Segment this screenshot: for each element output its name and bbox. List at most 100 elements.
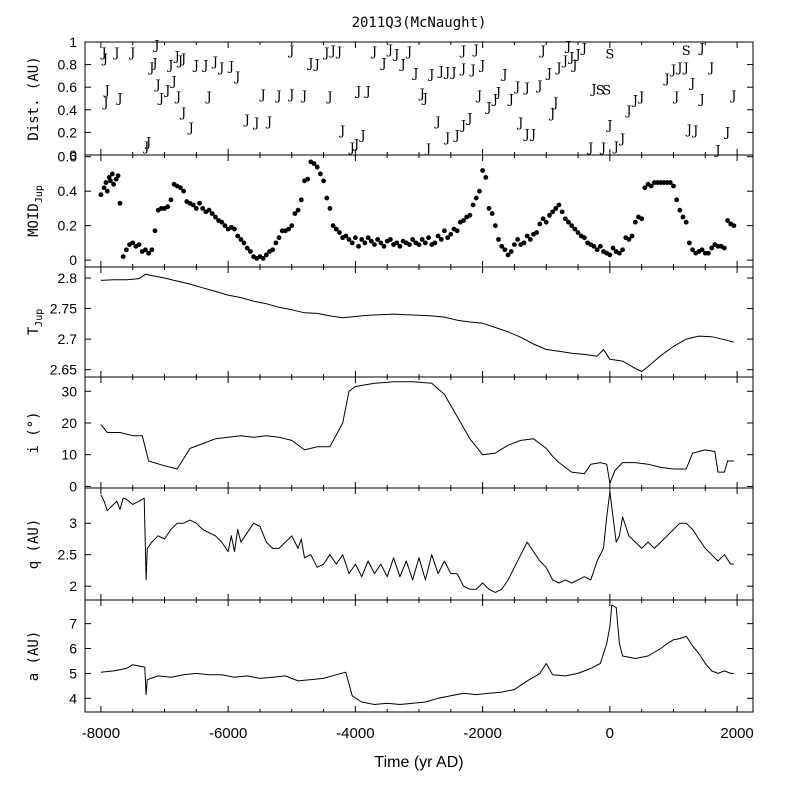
data-point <box>594 247 600 253</box>
data-point <box>562 216 568 222</box>
jupiter-encounter-mark: J <box>729 89 736 104</box>
y-tick-label: 7 <box>69 616 77 632</box>
jupiter-encounter-mark: J <box>405 45 412 60</box>
x-tick-label: -6000 <box>209 725 247 742</box>
data-point <box>582 235 587 241</box>
data-point <box>311 161 317 167</box>
jupiter-encounter-mark: J <box>516 116 523 131</box>
jupiter-encounter-mark: J <box>154 78 161 93</box>
y-tick-label: 0 <box>69 252 77 268</box>
data-point <box>349 240 355 246</box>
data-point <box>648 183 654 189</box>
data-point <box>690 247 695 253</box>
data-point <box>553 206 559 211</box>
jupiter-encounter-mark: J <box>338 124 345 139</box>
data-point <box>209 211 215 216</box>
jupiter-encounter-mark: J <box>551 96 558 111</box>
y-tick-label: 20 <box>61 415 77 431</box>
jupiter-encounter-mark: J <box>192 59 199 74</box>
jupiter-encounter-mark: J <box>427 68 434 83</box>
data-point <box>109 171 115 177</box>
jupiter-encounter-mark: J <box>433 115 440 130</box>
data-point <box>556 202 562 208</box>
jupiter-encounter-mark: J <box>274 89 281 104</box>
x-axis-label: Time (yr AD) <box>374 754 463 771</box>
data-point <box>248 249 253 254</box>
data-point <box>435 233 441 239</box>
jupiter-encounter-mark: J <box>252 116 259 131</box>
data-point <box>270 247 276 253</box>
jupiter-encounter-mark: J <box>142 140 149 155</box>
jupiter-encounter-mark: J <box>313 57 320 72</box>
jupiter-encounter-mark: J <box>99 46 106 61</box>
data-point <box>295 207 301 213</box>
jupiter-encounter-mark: J <box>459 44 466 59</box>
y-axis-label-a: a (AU) <box>26 631 42 682</box>
data-point <box>136 242 142 248</box>
x-tick-label: -2000 <box>463 725 501 742</box>
jupiter-encounter-mark: J <box>564 39 571 54</box>
data-point <box>709 245 715 251</box>
data-point <box>197 200 202 206</box>
data-point <box>123 247 129 253</box>
data-point <box>706 250 711 256</box>
data-point <box>289 223 295 229</box>
data-point <box>165 204 171 210</box>
jupiter-encounter-mark: J <box>529 128 536 143</box>
data-point <box>454 228 460 234</box>
panel-frame <box>84 154 754 268</box>
jupiter-encounter-mark: J <box>500 68 507 83</box>
jupiter-encounter-mark: J <box>697 42 704 57</box>
jupiter-encounter-mark: J <box>443 131 450 146</box>
data-point <box>725 218 730 223</box>
data-point <box>235 233 241 239</box>
data-point <box>721 245 727 251</box>
y-tick-label: 2.65 <box>50 362 77 378</box>
panel-moid: 0 0.2 0.4 0.6 MOIDJup <box>26 149 754 268</box>
jupiter-encounter-mark: J <box>449 65 456 80</box>
data-point <box>480 168 486 173</box>
data-point <box>372 242 377 248</box>
data-point <box>317 171 323 177</box>
data-point <box>683 219 689 225</box>
data-point <box>324 195 330 201</box>
jupiter-encounter-mark: J <box>535 79 542 94</box>
data-point <box>489 211 495 216</box>
jupiter-encounter-mark: J <box>379 56 386 71</box>
y-tick-label: 0.6 <box>58 79 78 95</box>
y-tick-label: 0.4 <box>58 183 78 199</box>
data-point <box>632 219 638 225</box>
data-point <box>330 223 336 229</box>
data-point <box>597 243 603 249</box>
panel-frame <box>84 266 754 378</box>
data-point <box>168 197 174 203</box>
jupiter-encounter-mark: J <box>478 59 485 74</box>
saturn-encounter-mark: S <box>602 83 611 98</box>
data-point <box>346 237 352 242</box>
jupiter-encounter-mark: J <box>112 46 119 61</box>
panel-q: 2 2.5 3 q (AU) <box>26 487 754 601</box>
data-point <box>359 237 365 242</box>
data-point <box>534 230 540 235</box>
y-tick-label: 2.5 <box>58 547 78 563</box>
data-point <box>244 245 250 251</box>
jupiter-encounter-mark: J <box>211 55 218 70</box>
jupiter-encounter-mark: J <box>325 90 332 105</box>
x-tick-label: 2000 <box>720 725 753 742</box>
jupiter-encounter-mark: J <box>465 112 472 127</box>
y-tick-label: 30 <box>61 383 77 399</box>
jupiter-encounter-mark: J <box>573 47 580 62</box>
data-point <box>190 202 196 208</box>
jupiter-encounter-mark: J <box>475 89 482 104</box>
data-point <box>120 254 126 260</box>
data-point <box>642 185 648 191</box>
y-tick-label: 2.8 <box>58 270 78 286</box>
jupiter-encounter-mark: J <box>589 82 596 97</box>
jupiter-encounter-mark: J <box>115 91 122 106</box>
data-point <box>677 207 683 213</box>
jupiter-encounter-mark: J <box>157 91 164 106</box>
data-point <box>461 218 466 223</box>
data-point <box>111 181 117 187</box>
